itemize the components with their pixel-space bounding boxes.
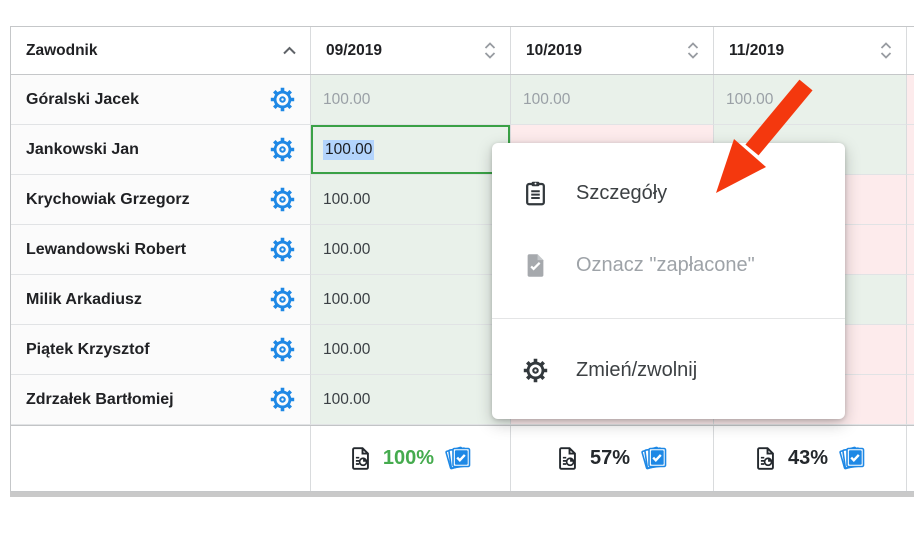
payment-cell[interactable]: 100.00 [311, 75, 511, 125]
settings-gear-icon [270, 337, 294, 362]
row-settings-button[interactable] [267, 85, 297, 115]
player-name: Krychowiak Grzegorz [26, 190, 190, 208]
payment-amount: 100.00 [323, 290, 371, 308]
clipped-cell [907, 275, 914, 325]
column-header-label: 10/2019 [526, 41, 583, 59]
sort-toggle-icon [687, 42, 699, 59]
menu-item-change-release[interactable]: Zmień/zwolnij [492, 334, 845, 406]
row-settings-button[interactable] [267, 135, 297, 165]
payment-amount: 100.00 [726, 90, 774, 108]
column-header-player[interactable]: Zawodnik [11, 27, 311, 74]
column-header-month[interactable]: 11/2019 [714, 27, 907, 74]
month-summary-cell: 43% [714, 426, 907, 491]
percent-paid: 43% [787, 447, 829, 469]
player-name: Piątek Krzysztof [26, 340, 150, 358]
payment-cell[interactable]: 100.00 [311, 225, 511, 275]
clipped-cell [907, 325, 914, 375]
settings-gear-icon [270, 387, 294, 412]
selected-cell-text: 100.00 [323, 139, 375, 160]
player-name-cell[interactable]: Zdrzałek Bartłomiej [11, 375, 311, 425]
pages-check-icon[interactable] [639, 443, 670, 474]
player-name-cell[interactable]: Góralski Jacek [11, 75, 311, 125]
player-name-cell[interactable]: Piątek Krzysztof [11, 325, 311, 375]
settings-gear-icon [270, 137, 294, 162]
document-check-icon [527, 253, 544, 277]
pages-check-icon[interactable] [443, 443, 474, 474]
payment-amount: 100.00 [323, 390, 371, 408]
clipped-cell [907, 175, 914, 225]
payment-amount: 100.00 [323, 190, 371, 208]
menu-item-label: Szczegóły [576, 181, 668, 204]
month-summary-cell: 57% [511, 426, 714, 491]
row-settings-button[interactable] [267, 235, 297, 265]
header-row: Zawodnik 09/2019 10/2019 11/2019 [11, 27, 914, 75]
sort-toggle-icon [880, 42, 892, 59]
player-name: Milik Arkadiusz [26, 290, 142, 308]
player-name-cell[interactable]: Lewandowski Robert [11, 225, 311, 275]
player-name: Góralski Jacek [26, 90, 139, 108]
player-name: Lewandowski Robert [26, 240, 187, 258]
settings-gear-icon [270, 87, 294, 112]
player-name: Jankowski Jan [26, 140, 139, 158]
payment-cell[interactable]: 100.00 [311, 275, 511, 325]
clipped-cell [907, 225, 914, 275]
menu-item-label: Zmień/zwolnij [576, 358, 698, 381]
report-icon[interactable] [554, 445, 581, 472]
column-header-label: 09/2019 [326, 41, 383, 59]
clipped-cell [907, 125, 914, 175]
clipped-cell [907, 426, 914, 491]
payment-cell[interactable]: 100.00 [511, 75, 714, 125]
summary-empty-cell [11, 426, 311, 491]
payment-amount: 100.00 [323, 340, 371, 358]
payment-amount: 100.00 [323, 240, 371, 258]
payment-amount: 100.00 [523, 90, 571, 108]
menu-item-mark-paid: Oznacz "zapłacone" [492, 229, 845, 301]
payment-cell[interactable]: 100.00 [311, 325, 511, 375]
summary-row: 100% 57% 43% [11, 425, 914, 491]
percent-paid: 100% [382, 447, 435, 469]
clipped-cell [907, 375, 914, 425]
menu-divider [492, 318, 845, 319]
horizontal-scrollbar[interactable] [10, 492, 914, 497]
settings-gear-icon [270, 287, 294, 312]
player-name-cell[interactable]: Jankowski Jan [11, 125, 311, 175]
clipboard-icon [526, 181, 545, 205]
pages-check-icon[interactable] [837, 443, 868, 474]
gear-icon [523, 358, 548, 382]
row-settings-button[interactable] [267, 185, 297, 215]
player-name-cell[interactable]: Krychowiak Grzegorz [11, 175, 311, 225]
report-icon[interactable] [752, 445, 779, 472]
percent-paid: 57% [589, 447, 631, 469]
menu-item-label: Oznacz "zapłacone" [576, 253, 755, 276]
settings-gear-icon [270, 237, 294, 262]
row-settings-button[interactable] [267, 285, 297, 315]
column-header-month[interactable]: 10/2019 [511, 27, 714, 74]
clipped-column [907, 27, 914, 74]
sort-toggle-icon [484, 42, 496, 59]
payment-cell[interactable]: 100.00 [714, 75, 907, 125]
payment-amount: 100.00 [323, 90, 371, 108]
payment-cell[interactable]: 100.00 [311, 375, 511, 425]
settings-gear-icon [270, 187, 294, 212]
row-settings-button[interactable] [267, 385, 297, 415]
column-header-label: 11/2019 [729, 41, 785, 59]
payment-cell[interactable]: 100.00 [311, 175, 511, 225]
context-menu: Szczegóły Oznacz "zapłacone" Zmień/zwolnij [492, 143, 845, 419]
column-header-month[interactable]: 09/2019 [311, 27, 511, 74]
sort-asc-icon [283, 46, 296, 55]
column-header-label: Zawodnik [26, 41, 98, 59]
report-icon[interactable] [347, 445, 374, 472]
month-summary-cell: 100% [311, 426, 511, 491]
menu-item-details[interactable]: Szczegóły [492, 157, 845, 229]
clipped-cell [907, 75, 914, 125]
player-name: Zdrzałek Bartłomiej [26, 390, 174, 408]
row-settings-button[interactable] [267, 335, 297, 365]
player-name-cell[interactable]: Milik Arkadiusz [11, 275, 311, 325]
table-row: Góralski Jacek 100.00 100.00 100.00 [11, 75, 914, 125]
payment-cell-editing[interactable]: 100.00 [311, 125, 511, 175]
